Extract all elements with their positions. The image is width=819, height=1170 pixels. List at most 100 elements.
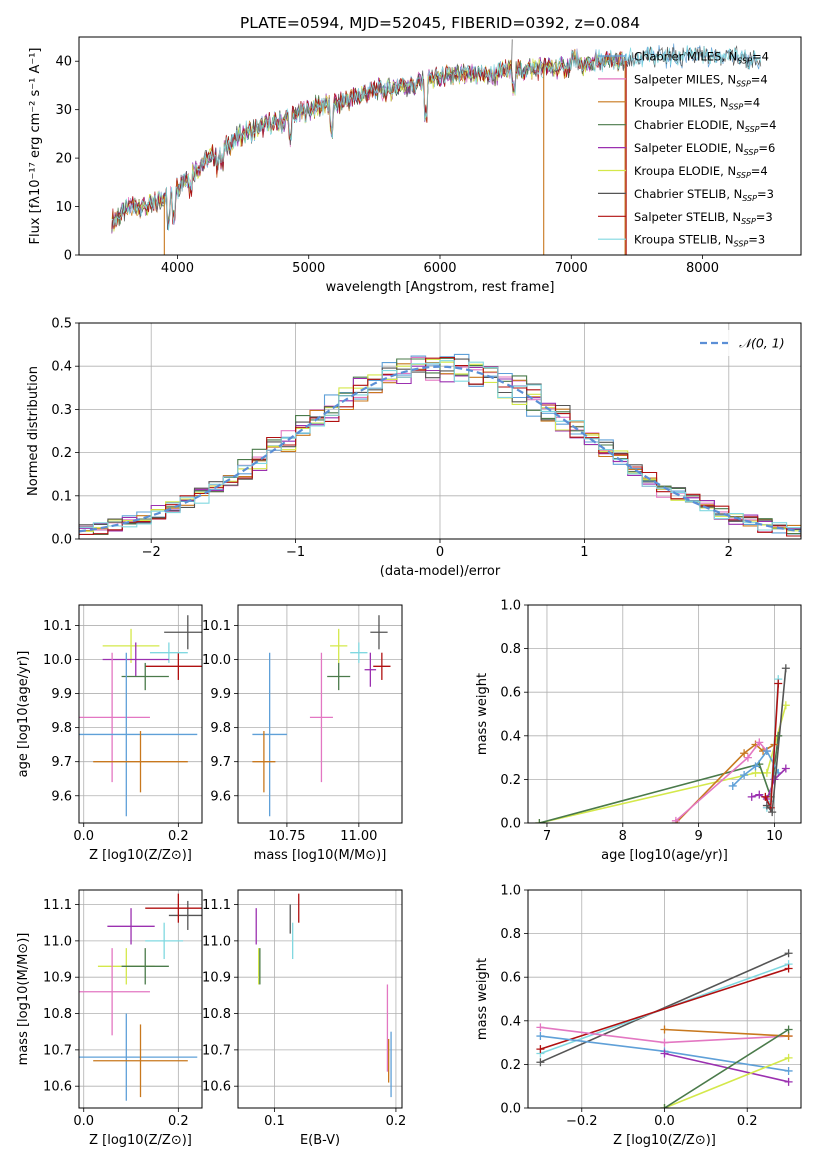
error-point — [93, 731, 188, 793]
tick-label-y: 0.3 — [51, 403, 72, 418]
tick-label-y: 0.1 — [51, 489, 72, 504]
axes-frame — [237, 604, 403, 824]
plot-area — [255, 893, 392, 1098]
weight-series — [675, 743, 775, 823]
error-point — [309, 652, 333, 783]
tick-label-y: 0.4 — [51, 360, 72, 375]
tick-label-x: 6000 — [423, 261, 456, 276]
error-point — [79, 652, 150, 783]
weight-marker — [755, 738, 764, 747]
error-point — [145, 922, 184, 960]
error-point — [79, 652, 198, 817]
error-point — [79, 1013, 198, 1101]
error-point — [168, 900, 202, 930]
weight-marker — [784, 949, 793, 958]
tick-label-x: 0.2 — [386, 1114, 407, 1129]
tick-label-y: 10.8 — [43, 1007, 72, 1022]
tick-label-x: 0.2 — [737, 1114, 758, 1129]
tick-label-y: 0.0 — [500, 1102, 521, 1117]
weight-marker — [762, 768, 771, 777]
tick-label-x: 2 — [725, 545, 733, 560]
tick-label-x: 0 — [436, 545, 444, 560]
plot-area — [111, 39, 762, 255]
weight-marker — [660, 1049, 669, 1058]
weight-marker — [740, 771, 749, 780]
weight-series — [664, 1028, 790, 1108]
tick-label-x: 0.0 — [654, 1114, 675, 1129]
tick-label-x: 0.2 — [168, 829, 189, 844]
error-point — [373, 652, 391, 680]
spectrum-series — [111, 51, 624, 232]
tick-label-x: 10 — [766, 829, 783, 844]
weight-marker — [762, 801, 771, 810]
tick-label-y: 10.1 — [202, 619, 231, 634]
tick-label-y: 0.2 — [500, 773, 521, 788]
tick-label-y: 9.7 — [210, 755, 231, 770]
tick-label-x: 1 — [580, 545, 588, 560]
tick-label-x: 0.2 — [168, 1114, 189, 1129]
error-point — [102, 642, 169, 677]
axes-frame — [78, 604, 203, 824]
y-axis-label: mass weight — [475, 958, 490, 1040]
tick-label-x: 8 — [619, 829, 627, 844]
weight-marker — [774, 679, 783, 688]
legend: Chabrier MILES, NSSP=4 Salpeter MILES, NS… — [598, 50, 776, 249]
panel-z_vs_mass: 0.0 0.2 10.6 10.7 10.8 10.9 11.0 11.1 Z [log10(Z… — [16, 889, 203, 1148]
spectrum-series — [111, 49, 624, 234]
legend-label: Chabrier STELIB, NSSP=3 — [634, 187, 774, 203]
weight-marker — [536, 1023, 545, 1032]
tick-label-x: 10.75 — [268, 829, 305, 844]
weight-marker — [784, 1053, 793, 1062]
tick-label-x: 0.0 — [73, 829, 94, 844]
tick-label-y: 0.2 — [51, 446, 72, 461]
x-axis-label: Z [log10(Z/Z⊙)] — [89, 848, 192, 863]
plot-area — [535, 664, 790, 823]
weight-marker — [747, 792, 756, 801]
weight-marker — [784, 964, 793, 973]
weight-marker — [784, 1025, 793, 1034]
error-point — [102, 628, 160, 663]
weight-marker — [781, 701, 790, 710]
tick-label-y: 1.0 — [500, 599, 521, 614]
tick-label-y: 11.1 — [202, 898, 231, 913]
weight-series — [664, 1052, 789, 1083]
plot-area — [252, 615, 391, 817]
weight-marker — [761, 792, 770, 801]
tick-label-y: 0.8 — [500, 927, 521, 942]
tick-label-y: 11.1 — [43, 898, 72, 913]
y-axis-label: mass [log10(M/M⊙)] — [16, 933, 31, 1066]
tick-label-x: −0.2 — [566, 1114, 598, 1129]
tick-label-y: 10.6 — [43, 1080, 72, 1095]
tick-label-y: 10.6 — [202, 1080, 231, 1095]
tick-label-y: 0.5 — [51, 317, 72, 332]
tick-label-y: 10 — [55, 200, 72, 215]
tick-label-y: 9.8 — [51, 721, 72, 736]
tick-label-y: 11.0 — [43, 934, 72, 949]
tick-label-x: 0.0 — [73, 1114, 94, 1129]
x-axis-label: age [log10(age/yr)] — [601, 848, 728, 863]
error-point — [145, 652, 202, 680]
tick-label-y: 10.1 — [43, 619, 72, 634]
error-point — [330, 628, 348, 663]
tick-label-y: 10.9 — [202, 971, 231, 986]
tick-label-y: 0.6 — [500, 686, 521, 701]
plot-area — [79, 615, 202, 817]
tick-label-x: 5000 — [292, 261, 325, 276]
weight-marker — [751, 762, 760, 771]
spectrum-series — [111, 45, 762, 231]
x-axis-label: Z [log10(Z/Z⊙)] — [89, 1133, 192, 1148]
weight-marker — [660, 1025, 669, 1034]
legend-box — [690, 330, 795, 356]
tick-label-y: 0.4 — [500, 1014, 521, 1029]
error-point — [252, 652, 287, 817]
tick-label-y: 10.9 — [43, 971, 72, 986]
error-point — [145, 893, 202, 923]
x-axis-label: E(B-V) — [300, 1133, 340, 1148]
tick-label-y: 0 — [64, 249, 72, 264]
legend-label: Salpeter ELODIE, NSSP=6 — [634, 141, 775, 157]
legend-label: Kroupa STELIB, NSSP=3 — [634, 233, 765, 249]
panel-ebv_vs_mass: 0.1 0.2 10.6 10.7 10.8 10.9 11.0 11.1 E(B-V) — [202, 889, 407, 1148]
plot-area — [79, 353, 801, 538]
legend-label: Chabrier ELODIE, NSSP=4 — [634, 118, 776, 134]
